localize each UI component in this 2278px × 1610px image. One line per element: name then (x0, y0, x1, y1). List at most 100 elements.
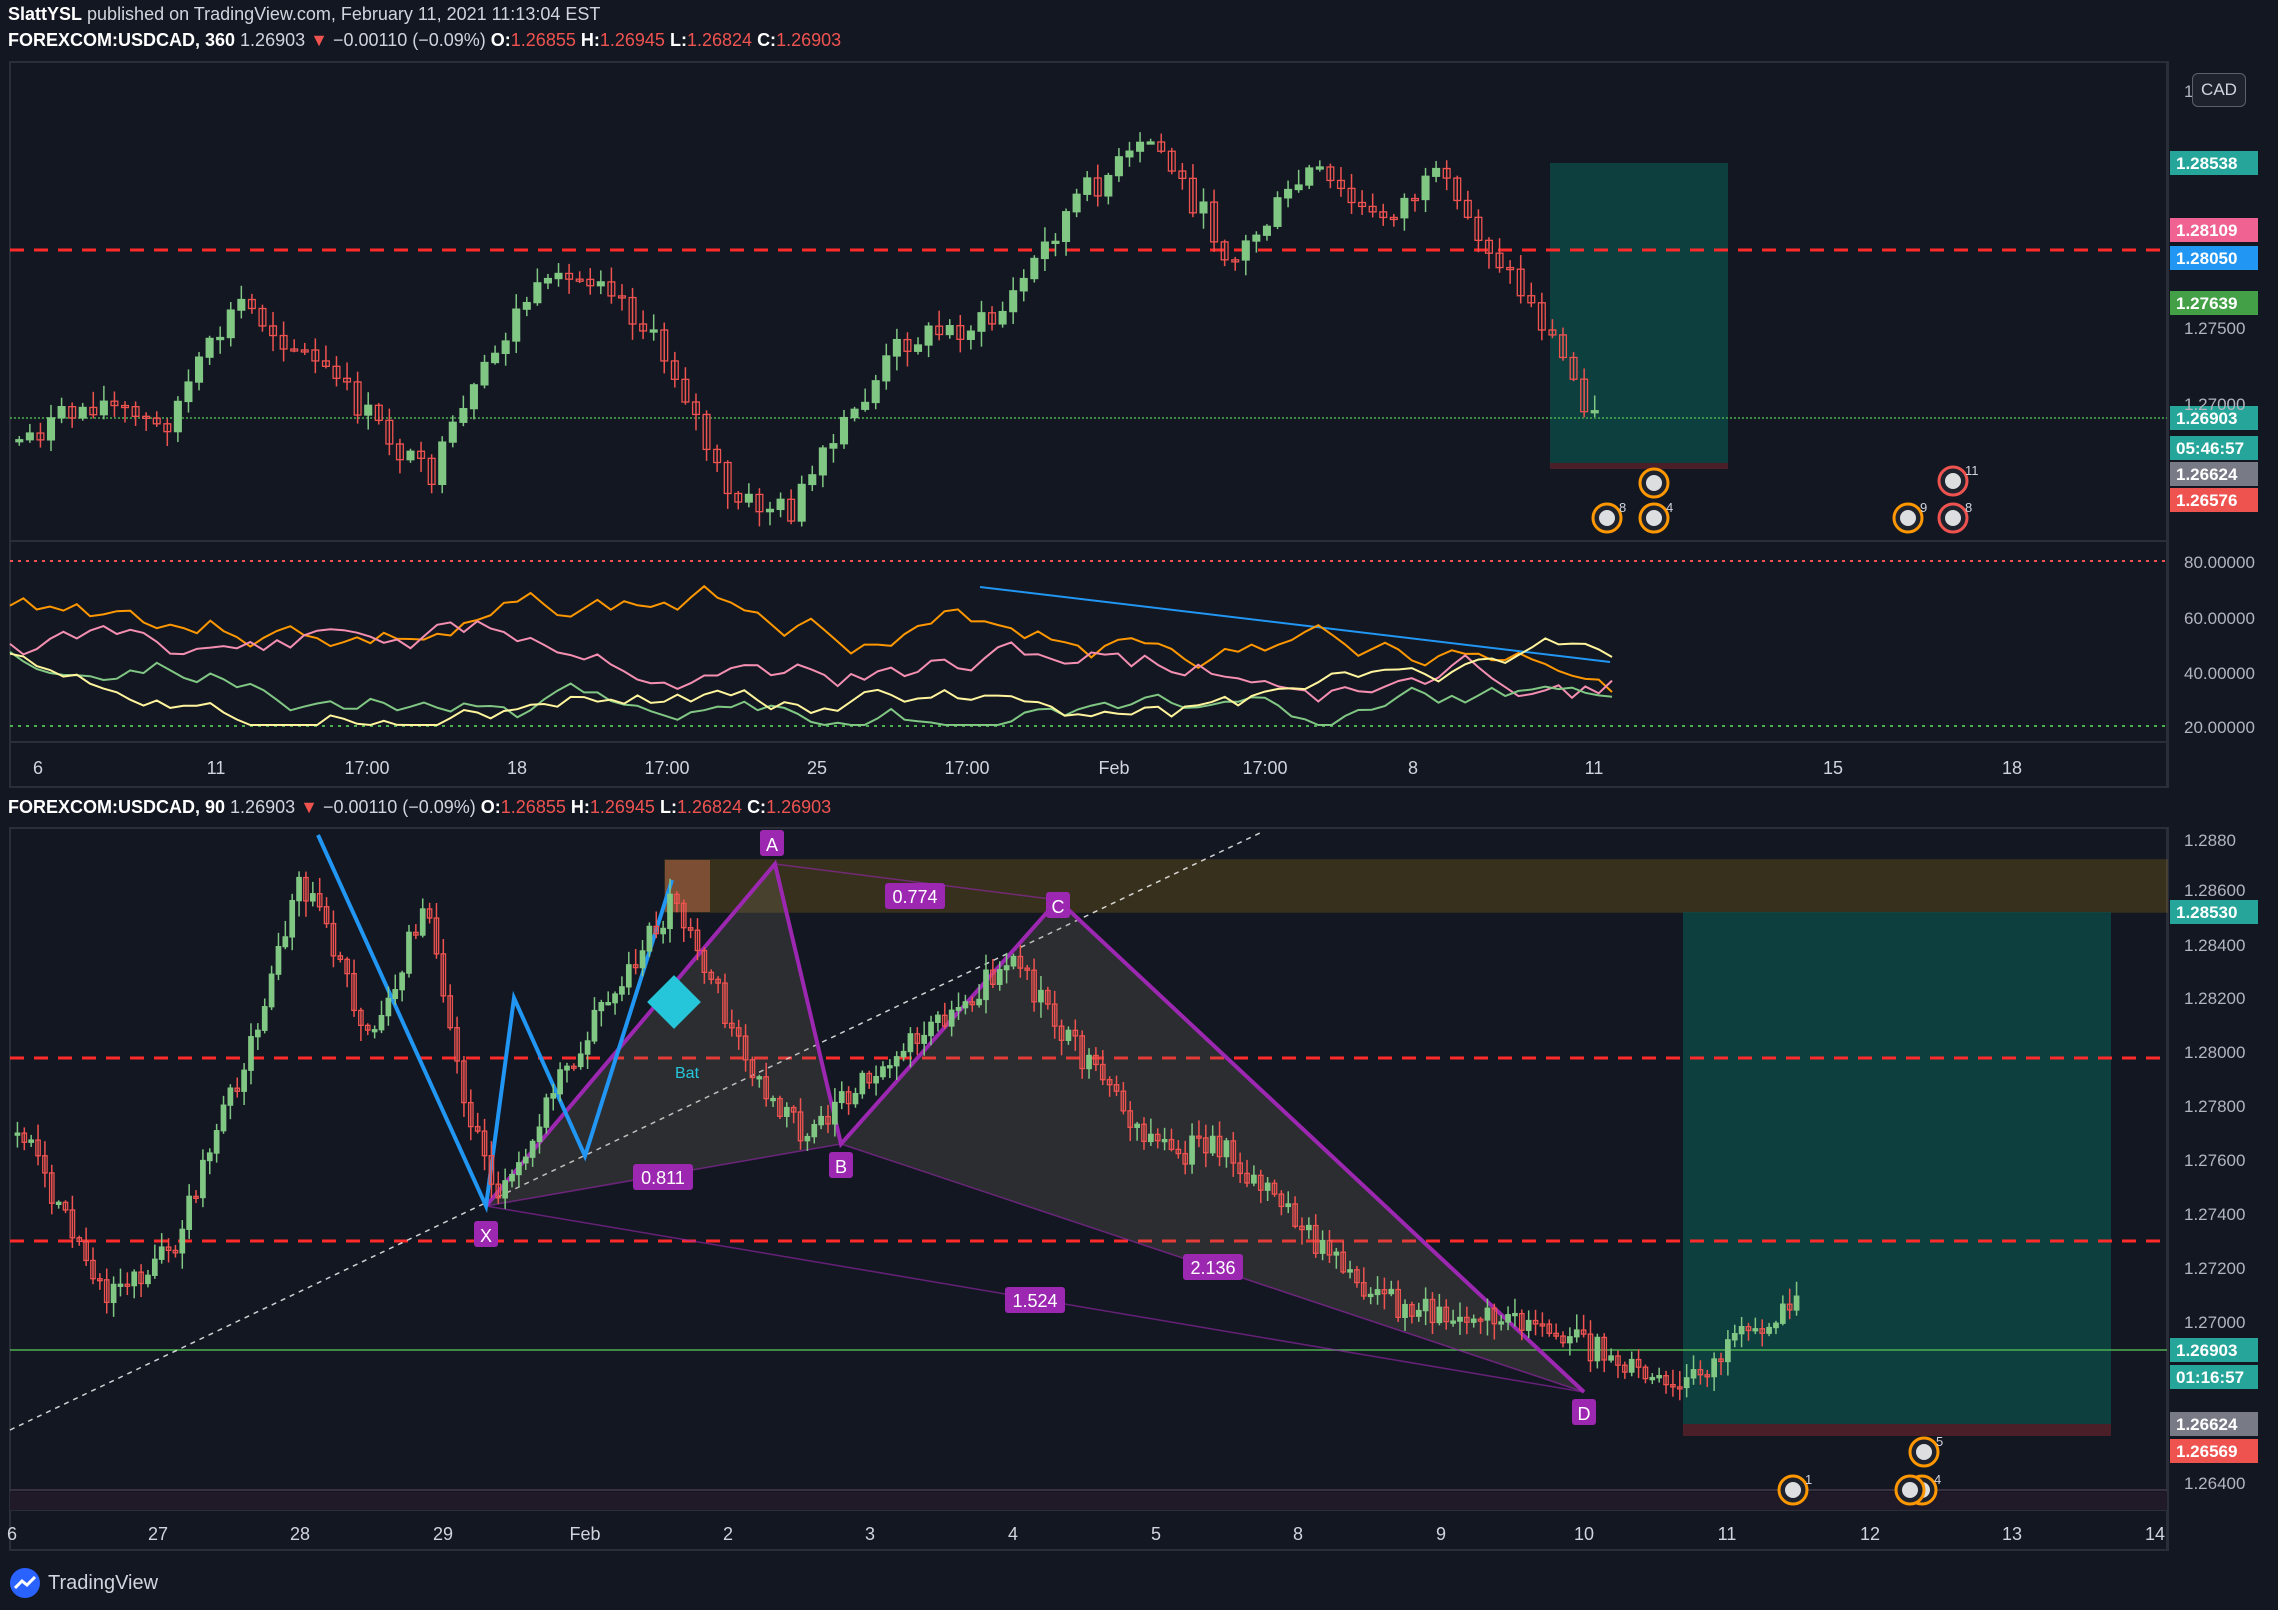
bottom-candle (1409, 1303, 1415, 1317)
bottom-price-tag: 1.26569 (2176, 1442, 2237, 1461)
bottom-price-tag-bg (2170, 900, 2258, 924)
bottom-candle (886, 1065, 893, 1069)
top-candle (163, 423, 172, 433)
top-candle (522, 301, 531, 310)
bottom-candle (756, 1076, 763, 1080)
top-time-tick: 25 (807, 758, 827, 778)
top-candle (670, 360, 679, 380)
bottom-candle (598, 1002, 605, 1012)
bottom-time-tick: 13 (2002, 1524, 2022, 1544)
top-candle (575, 278, 584, 282)
osc-trendline[interactable] (979, 586, 1611, 663)
bottom-candle (990, 969, 996, 985)
bottom-candle (536, 1126, 543, 1143)
top-time-tick: 11 (207, 758, 226, 778)
bottom-candle (323, 906, 330, 925)
top-candle (808, 474, 817, 486)
bottom-candle (1360, 1281, 1367, 1297)
bottom-candle (646, 925, 653, 952)
bottom-time-tick: 2 (723, 1524, 733, 1544)
bottom-candle (660, 927, 666, 935)
bottom-price-tag: 1.26903 (2176, 1341, 2237, 1360)
top-drawings (10, 163, 2167, 727)
top-candle (36, 432, 45, 441)
bottom-candle (1642, 1366, 1649, 1380)
event-flag-icon-count: 8 (1619, 500, 1626, 515)
h-label: H: (580, 30, 600, 50)
top-target-zone[interactable] (1550, 163, 1728, 463)
bat-zigzag-line[interactable] (316, 834, 674, 1214)
top-candle (1167, 150, 1176, 172)
bottom-candle (1539, 1323, 1546, 1327)
top-candle (1590, 410, 1599, 414)
bottom-candle (392, 989, 399, 1000)
o-label: O: (490, 30, 511, 50)
top-candle (628, 296, 637, 325)
bottom-candle (1189, 1135, 1195, 1165)
bottom-candle (770, 1097, 776, 1102)
event-flag-icon-flag (1900, 510, 1916, 526)
bottom-candle (406, 931, 412, 974)
bottom-candle (1141, 1123, 1147, 1143)
top-candle (787, 498, 796, 522)
top-candle (205, 337, 214, 358)
bat-label: Bat (675, 1065, 700, 1082)
bottom-candle (1244, 1172, 1250, 1184)
bottom-candle (1711, 1358, 1717, 1378)
bottom-candle (1381, 1289, 1388, 1295)
bottom-candle (921, 1034, 928, 1044)
top-candle (586, 278, 595, 287)
top-price-tag: 1.28050 (2176, 249, 2237, 268)
bottom-time-tick: 3 (865, 1524, 875, 1544)
bottom-candle (591, 1009, 598, 1042)
bottom-candle (976, 998, 982, 1006)
bottom-time-tick: 27 (148, 1524, 168, 1544)
event-flag-icon-flag (1599, 510, 1615, 526)
top-time-tick: 15 (1823, 758, 1843, 778)
bottom-candle (399, 972, 405, 991)
bottom-target-zone[interactable] (1683, 912, 2111, 1424)
bottom-candle (303, 876, 309, 902)
branding-text: TradingView (48, 1571, 159, 1594)
bottom-candle (680, 902, 687, 929)
top-candle (1453, 177, 1462, 202)
chart-dynamic-layer: 1.28538 1.28109 1.28050 1.27639 1.26903 05:46… (7, 82, 2258, 1544)
l-label: L: (669, 30, 687, 50)
dashed-trendline[interactable] (9, 832, 1261, 1431)
bottom-candle (1422, 1298, 1429, 1312)
pattern-point-label: A (766, 835, 778, 855)
bottom-candle (337, 955, 344, 960)
top-candle (1146, 141, 1155, 145)
bottom-candle (1546, 1323, 1553, 1334)
top-candle (237, 298, 246, 311)
top-symbol[interactable]: FOREXCOM:USDCAD, 360 (8, 30, 236, 50)
bottom-candle (447, 995, 454, 1029)
bottom-time-tick: 4 (1008, 1524, 1018, 1544)
top-candle (776, 498, 785, 511)
top-candle (882, 355, 891, 382)
event-flag-icon-flag (1902, 1482, 1918, 1498)
bottom-candle (907, 1033, 914, 1053)
top-candle (1569, 356, 1578, 380)
tradingview-footer[interactable]: TradingView (10, 1568, 158, 1598)
top-candle (448, 421, 457, 443)
bottom-axis-tick: 1.26400 (2184, 1474, 2245, 1493)
top-candle (89, 406, 98, 416)
bottom-candle (557, 1069, 563, 1095)
bottom-axis-tick: 1.27000 (2184, 1313, 2245, 1332)
bottom-candle (1196, 1135, 1202, 1139)
bottom-candle (124, 1283, 131, 1287)
bottom-candle (632, 964, 639, 969)
bottom-candle (1415, 1309, 1422, 1317)
bottom-candle (728, 1022, 735, 1029)
event-flag-icon-flag (1945, 510, 1961, 526)
bottom-symbol[interactable]: FOREXCOM:USDCAD, 90 (8, 797, 226, 817)
currency-button[interactable]: CAD (2192, 73, 2246, 107)
top-stop-zone[interactable] (1550, 463, 1728, 469)
bottom-stop-zone[interactable] (1683, 1424, 2111, 1436)
top-candle (681, 378, 690, 403)
bottom-candle (90, 1259, 96, 1280)
bottom-candle (866, 1072, 873, 1084)
top-candle (1506, 266, 1515, 271)
